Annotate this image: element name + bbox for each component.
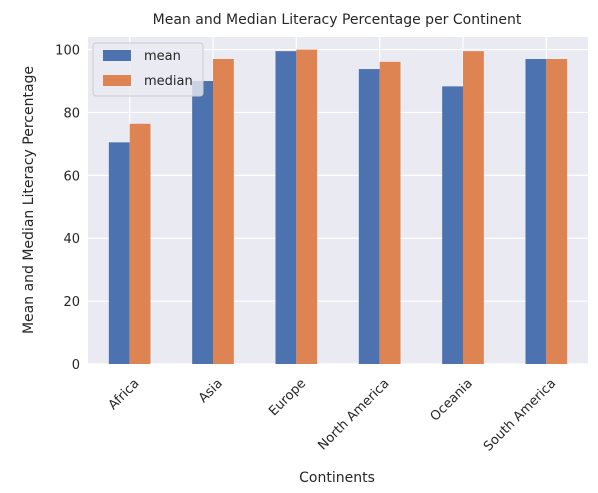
- chart-title: Mean and Median Literacy Percentage per …: [153, 12, 522, 28]
- bar-median-africa: [129, 123, 151, 365]
- bar-median-north-america: [379, 61, 401, 365]
- y-tick-label: 80: [63, 106, 80, 121]
- legend-label-median: median: [144, 74, 193, 89]
- y-tick-label: 0: [72, 358, 80, 373]
- y-axis-title: Mean and Median Literacy Percentage: [21, 66, 37, 334]
- bar-median-asia: [213, 59, 234, 365]
- bar-mean-europe: [275, 51, 297, 364]
- y-tick-label: 40: [63, 232, 80, 247]
- x-tick-labels: Africa Asia Europe North America Oceania Sout…: [106, 376, 559, 454]
- legend-label-mean: mean: [144, 49, 181, 64]
- bar-mean-oceania: [442, 86, 463, 364]
- legend-swatch-mean: [103, 50, 131, 61]
- bar-mean-north-america: [358, 69, 380, 364]
- x-tick-label: Europe: [266, 376, 309, 419]
- x-tick-label: Asia: [196, 376, 226, 406]
- bar-mean-africa: [108, 142, 130, 364]
- bar-mean-south-america: [525, 59, 547, 365]
- y-tick-label: 60: [63, 169, 80, 184]
- x-axis-title: Continents: [299, 470, 375, 486]
- bar-median-oceania: [463, 51, 484, 364]
- x-tick-label: North America: [315, 376, 392, 453]
- x-tick-label: Africa: [106, 376, 143, 413]
- bar-mean-asia: [192, 81, 213, 365]
- legend: mean median: [92, 42, 204, 97]
- bar-median-europe: [296, 49, 318, 364]
- x-tick-label: South America: [481, 376, 559, 454]
- y-tick-label: 100: [55, 44, 80, 59]
- bar-median-south-america: [546, 59, 568, 365]
- x-tick-label: Oceania: [428, 376, 476, 424]
- y-tick-label: 20: [63, 295, 80, 310]
- bars-layer: [108, 49, 568, 365]
- legend-swatch-median: [103, 75, 131, 86]
- y-tick-labels: 0 20 40 60 80 100: [55, 44, 80, 373]
